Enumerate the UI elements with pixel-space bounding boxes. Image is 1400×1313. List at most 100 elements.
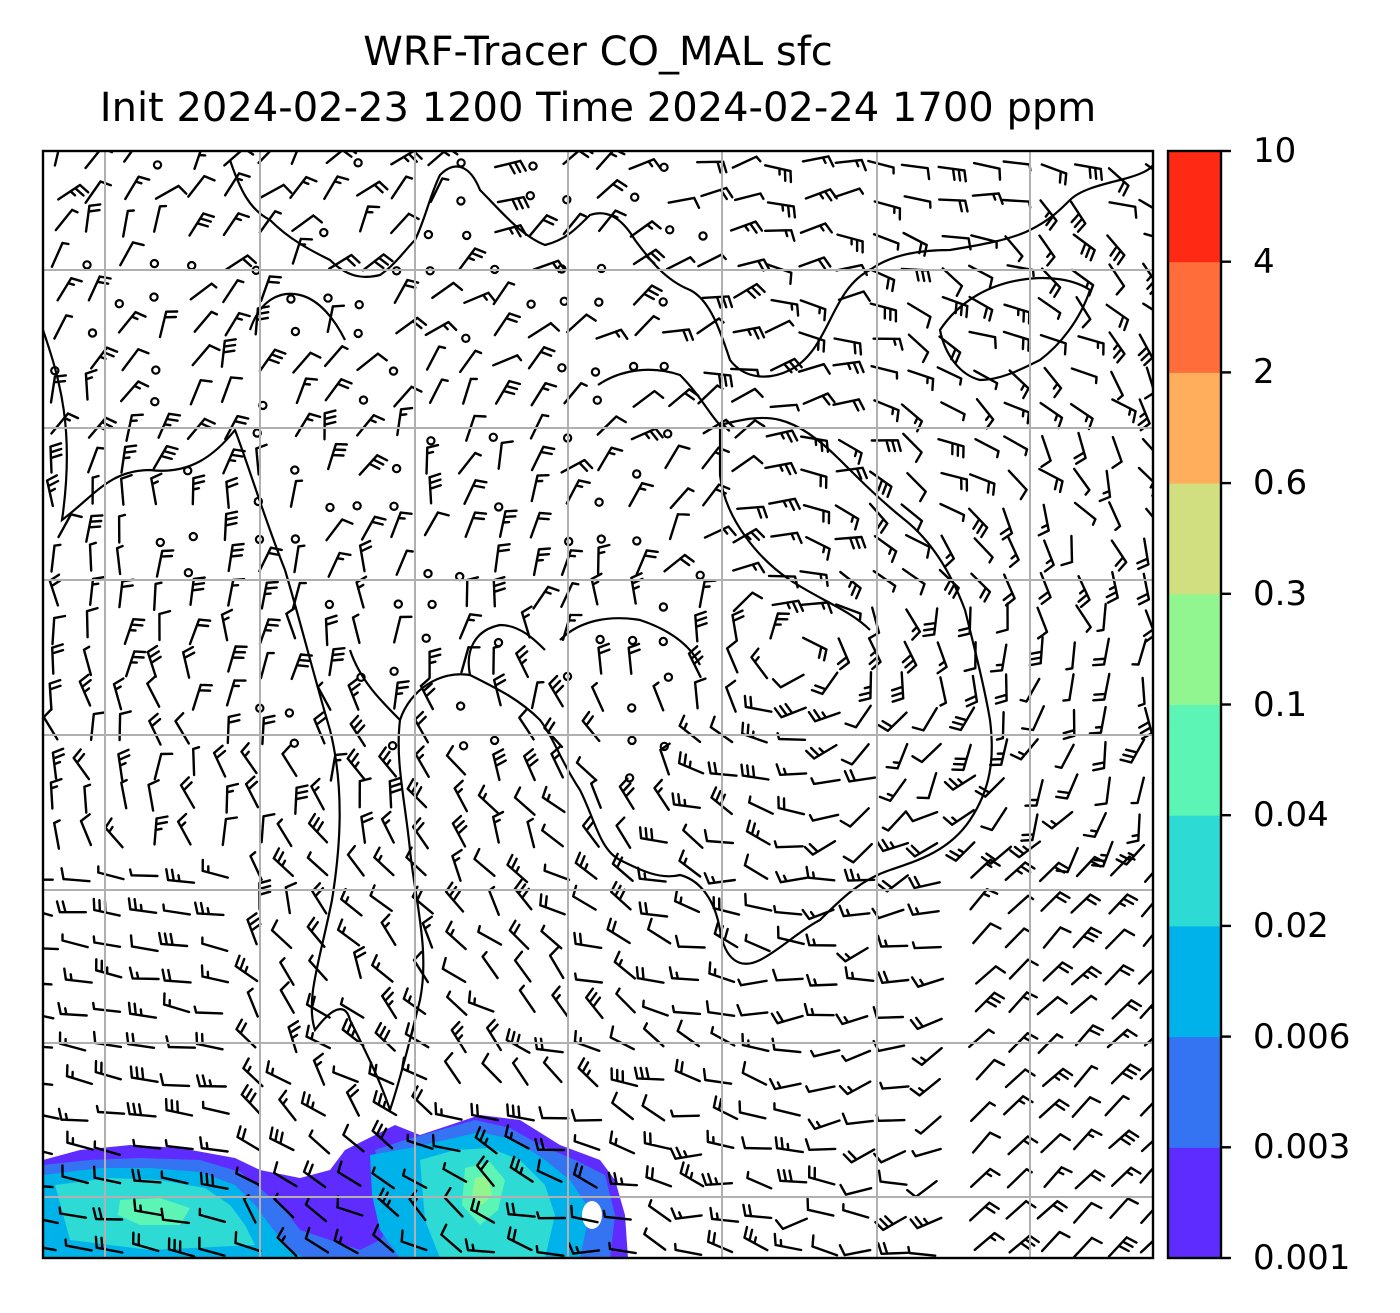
wind-barb xyxy=(124,175,151,201)
wind-barb xyxy=(313,711,327,745)
wind-barb xyxy=(50,412,80,435)
wind-barb xyxy=(187,174,216,198)
wind-barb xyxy=(745,819,771,846)
wind-barb xyxy=(360,811,374,844)
wind-barb xyxy=(61,1164,89,1185)
wind-barb xyxy=(1073,1128,1103,1151)
wind-barb xyxy=(378,746,398,778)
wind-barb xyxy=(494,159,527,175)
wind-barb xyxy=(425,443,440,475)
wind-barb xyxy=(393,615,413,644)
wind-barb xyxy=(1060,534,1074,567)
wind-barb xyxy=(324,614,338,647)
wind-barb xyxy=(810,1049,841,1058)
wind-barb xyxy=(506,853,529,884)
wind-barb xyxy=(877,1241,909,1255)
wind-barb xyxy=(732,326,766,340)
calm-marker xyxy=(627,703,637,713)
wind-barb xyxy=(941,295,969,319)
wind-barb xyxy=(832,398,866,412)
wind-barb xyxy=(840,743,870,766)
wind-barb xyxy=(902,432,923,463)
wind-barb xyxy=(834,158,867,172)
wind-barb xyxy=(146,675,161,708)
wind-barb xyxy=(712,896,741,916)
wind-barb xyxy=(84,368,98,401)
wind-barb xyxy=(731,387,764,403)
wind-barb xyxy=(56,277,83,302)
wind-barb xyxy=(890,671,905,703)
wind-barb xyxy=(1139,1239,1153,1254)
wind-barb xyxy=(276,818,293,848)
wind-barb xyxy=(765,429,799,443)
wind-barb xyxy=(1139,1166,1153,1184)
wind-barb xyxy=(189,282,218,301)
wind-barb xyxy=(49,374,67,404)
wind-barb xyxy=(65,1064,93,1086)
wind-barb xyxy=(834,535,867,550)
wind-barb xyxy=(527,322,561,339)
wind-barb xyxy=(806,973,838,987)
wind-barb xyxy=(608,1241,637,1255)
wind-barb xyxy=(195,1074,227,1088)
wind-barb xyxy=(358,454,389,476)
wind-barb xyxy=(312,1052,326,1086)
calm-marker xyxy=(592,395,603,405)
wind-barb xyxy=(669,487,695,510)
wind-barb xyxy=(941,267,964,297)
wind-barb xyxy=(188,212,215,237)
wind-barb xyxy=(220,376,244,403)
wind-barb xyxy=(225,476,239,509)
wind-barb xyxy=(336,1195,364,1217)
wind-barb xyxy=(661,328,695,342)
wind-barb xyxy=(562,212,587,236)
wind-barb xyxy=(543,717,564,749)
wind-barb xyxy=(506,1226,533,1252)
wind-barb xyxy=(492,354,523,367)
wind-barb xyxy=(942,809,975,826)
wind-barb xyxy=(560,582,580,608)
wind-barb xyxy=(1108,331,1126,364)
calm-marker xyxy=(455,701,466,711)
wind-barb xyxy=(972,922,1002,945)
wind-barb xyxy=(505,1202,536,1218)
calm-marker xyxy=(557,363,567,373)
wind-barb xyxy=(906,472,927,503)
calm-marker xyxy=(286,294,296,304)
colorbar-tick-label: 0.001 xyxy=(1253,1238,1351,1278)
wind-barb xyxy=(873,399,900,423)
wind-barb xyxy=(682,823,704,849)
wind-barb xyxy=(771,1037,802,1054)
wind-barb xyxy=(737,978,768,987)
wind-barb xyxy=(575,756,598,782)
wind-barb xyxy=(424,320,458,337)
wind-barb xyxy=(674,934,706,949)
wind-barb xyxy=(596,179,628,199)
wind-barb xyxy=(223,172,251,197)
wind-barb xyxy=(380,810,395,844)
wind-barb xyxy=(567,1242,601,1255)
wind-barb xyxy=(1140,1208,1153,1224)
wind-barb xyxy=(805,1085,836,1093)
wind-barb xyxy=(729,220,764,234)
calm-marker xyxy=(627,635,638,646)
wind-barb xyxy=(905,534,931,559)
wind-barb xyxy=(1109,1197,1139,1219)
wind-barb xyxy=(734,192,765,202)
wind-barb xyxy=(970,1167,1001,1188)
wind-barb xyxy=(702,483,731,507)
wind-barb xyxy=(158,931,189,948)
wind-barb xyxy=(732,528,766,544)
wind-barb xyxy=(590,778,602,809)
wind-barb xyxy=(127,897,158,914)
wind-barb xyxy=(115,544,124,576)
wind-barb xyxy=(511,1057,529,1086)
calm-marker xyxy=(87,328,98,338)
wind-barb xyxy=(494,543,511,573)
wind-barb xyxy=(159,1073,191,1088)
wind-barb xyxy=(602,1209,632,1221)
wind-barb xyxy=(694,610,708,643)
wind-barb xyxy=(635,966,665,984)
wind-barb xyxy=(1021,705,1045,732)
wind-barb xyxy=(876,934,909,948)
